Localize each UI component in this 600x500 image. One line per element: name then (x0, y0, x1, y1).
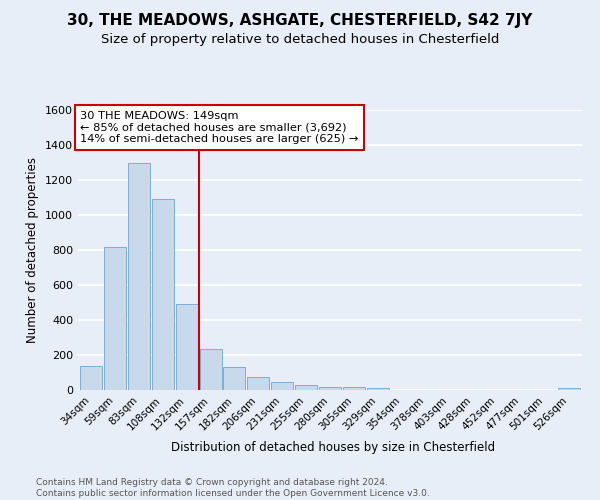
Y-axis label: Number of detached properties: Number of detached properties (26, 157, 40, 343)
Text: 30, THE MEADOWS, ASHGATE, CHESTERFIELD, S42 7JY: 30, THE MEADOWS, ASHGATE, CHESTERFIELD, … (67, 12, 533, 28)
Bar (367, 388, 389, 390)
Bar (247, 377, 269, 390)
Text: 30 THE MEADOWS: 149sqm
← 85% of detached houses are smaller (3,692)
14% of semi-: 30 THE MEADOWS: 149sqm ← 85% of detached… (80, 111, 359, 144)
Bar (343, 388, 365, 390)
Text: Contains HM Land Registry data © Crown copyright and database right 2024.
Contai: Contains HM Land Registry data © Crown c… (36, 478, 430, 498)
Text: Distribution of detached houses by size in Chesterfield: Distribution of detached houses by size … (171, 441, 495, 454)
Bar (558, 388, 580, 390)
Bar (319, 386, 341, 390)
Bar (223, 367, 245, 390)
Bar (152, 199, 174, 390)
Bar (271, 382, 293, 390)
Bar (80, 366, 102, 390)
Bar (295, 385, 317, 390)
Bar (128, 164, 150, 390)
Bar (176, 304, 197, 390)
Text: Size of property relative to detached houses in Chesterfield: Size of property relative to detached ho… (101, 32, 499, 46)
Bar (200, 349, 221, 390)
Bar (104, 248, 126, 390)
